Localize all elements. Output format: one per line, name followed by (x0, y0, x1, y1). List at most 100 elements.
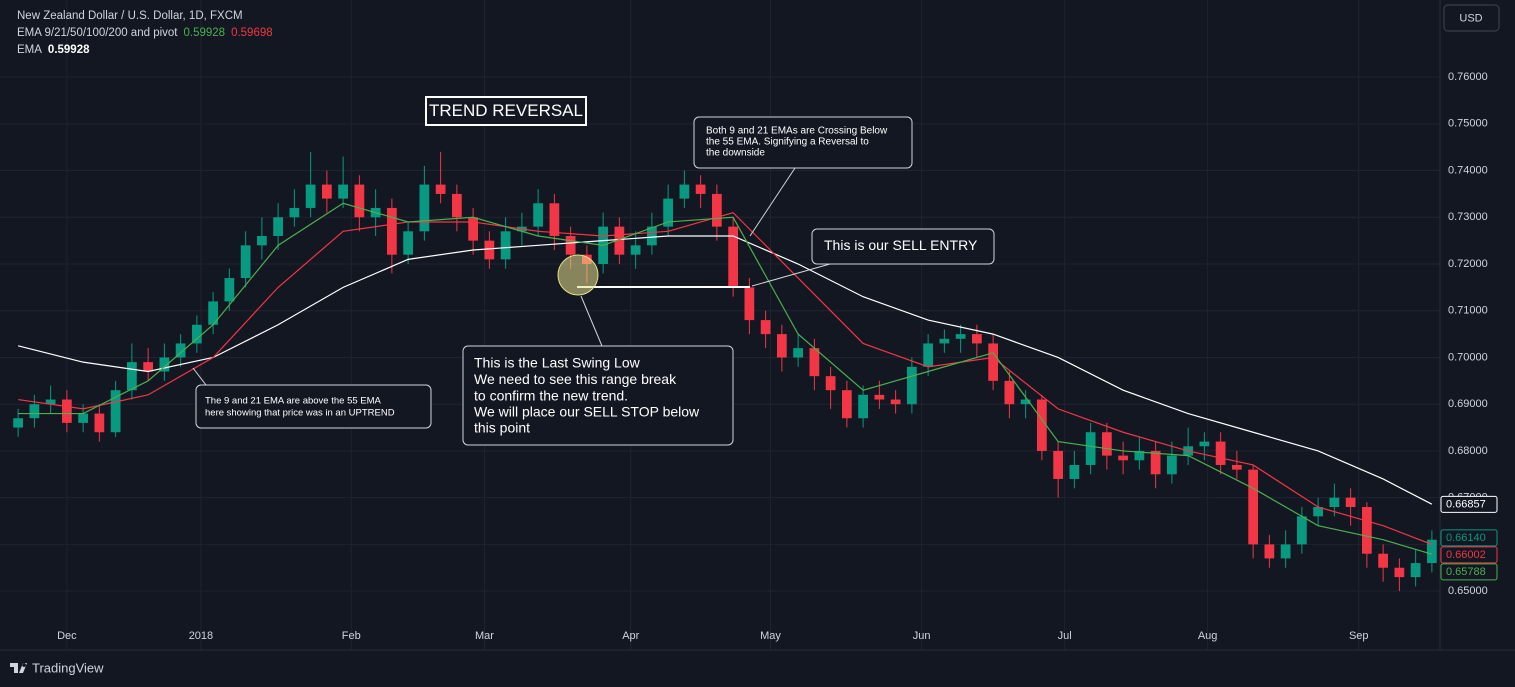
candle-body (1053, 450, 1063, 479)
candle-body (647, 226, 657, 246)
ema-line (18, 211, 1433, 545)
candle-body (1037, 399, 1047, 451)
candle-body (1215, 441, 1226, 465)
candle-body (760, 320, 771, 335)
candle-body (1297, 516, 1307, 545)
price-label: 0.66857 (1446, 498, 1486, 510)
y-tick-label: 0.68000 (1448, 445, 1488, 457)
candle-body (289, 207, 300, 218)
candle-body (1085, 432, 1096, 465)
note-text: This is our SELL ENTRY (824, 237, 978, 253)
candle-body (1118, 455, 1128, 461)
candle-body (809, 348, 820, 377)
candle-body (45, 399, 56, 405)
candle-body (224, 278, 235, 302)
price-label-box (1440, 495, 1498, 513)
candle-body (419, 184, 430, 232)
symbol: New Zealand Dollar / U.S. Dollar, 1D, FX… (17, 10, 243, 22)
candle-body (1313, 507, 1323, 517)
candle-body (955, 334, 966, 339)
candle-body (907, 366, 917, 405)
chart-background (0, 0, 1515, 655)
candle-body (923, 343, 933, 367)
candle-body (679, 184, 690, 199)
x-tick-label: Jun (913, 630, 931, 642)
note-text: This is the Last Swing Low (474, 355, 641, 371)
x-tick-label: Apr (622, 630, 639, 642)
note-text: We will place our SELL STOP below (474, 404, 700, 420)
indicator-label: EMA 0.59928 (17, 44, 90, 56)
indicator-name: EMA (17, 44, 42, 56)
price-label: 0.66002 (1446, 549, 1486, 561)
x-tick-label: Aug (1198, 630, 1218, 642)
title-box (425, 96, 587, 126)
swing-low-circle (557, 254, 599, 296)
candle-body (549, 203, 560, 236)
price-label: 0.66140 (1446, 532, 1486, 544)
y-tick-label: 0.69000 (1448, 398, 1488, 410)
candle-body (728, 226, 738, 288)
y-tick-label: 0.70000 (1448, 351, 1488, 363)
note-text: this point (474, 420, 530, 436)
candle-body (1020, 399, 1031, 405)
candle-body (435, 184, 446, 194)
indicator-label: EMA 9/21/50/100/200 and pivot 0.59928 0.59… (17, 27, 273, 39)
note-text: to confirm the new trend. (474, 388, 628, 404)
candle-body (257, 235, 267, 246)
candle-body (793, 348, 803, 358)
candle-body (1134, 450, 1145, 461)
candle-body (1232, 464, 1242, 470)
plot (13, 151, 1437, 592)
candle-body (1069, 464, 1080, 479)
price-label-box (1440, 563, 1498, 581)
candle-body (565, 235, 576, 255)
indicator-value: 0.59698 (231, 27, 273, 39)
x-tick-label: May (760, 630, 781, 642)
currency-label[interactable]: USD (1459, 12, 1482, 24)
pointer (580, 295, 603, 347)
candle-body (159, 357, 170, 372)
footer-bar (0, 655, 1515, 687)
currency-button[interactable] (1443, 4, 1500, 32)
candle-body (452, 193, 462, 218)
brand[interactable]: TradingView (32, 660, 104, 675)
candle-body (29, 404, 40, 419)
note-text: Both 9 and 21 EMAs are Crossing Below (706, 126, 888, 137)
candle-body (1329, 497, 1340, 508)
candle-body (1150, 450, 1161, 475)
x-tick-label: Sep (1349, 630, 1369, 642)
axes: 0.650000.660000.670000.680000.690000.700… (57, 71, 1498, 642)
candle-body (127, 362, 137, 391)
y-tick-label: 0.65000 (1448, 585, 1488, 597)
price-label-box (1440, 546, 1498, 564)
candle-body (240, 245, 251, 279)
note-text: the downside (706, 148, 765, 159)
candle-body (387, 207, 397, 255)
candle-body (175, 343, 186, 358)
pointer (749, 167, 796, 237)
candle-body (1264, 544, 1275, 559)
candle-body (62, 399, 72, 423)
x-tick-label: Mar (475, 630, 494, 642)
candle-body (1410, 563, 1421, 578)
candle-body (663, 198, 673, 227)
candle-body (858, 394, 868, 419)
note-box (811, 228, 995, 265)
candle-body (1378, 553, 1388, 568)
candle-body (695, 184, 706, 194)
candle-body (143, 362, 153, 372)
ema-line (17, 235, 1433, 505)
note-box (462, 345, 734, 446)
x-tick-label: Dec (57, 630, 77, 642)
candle-body (1427, 539, 1437, 564)
candle-body (939, 338, 950, 344)
candle-body (484, 240, 495, 260)
ema-line (18, 202, 1433, 555)
logo-icon[interactable] (10, 663, 27, 673)
note-box (693, 116, 913, 169)
y-tick-label: 0.76000 (1448, 71, 1488, 83)
candle-body (403, 231, 413, 255)
y-tick-label: 0.71000 (1448, 305, 1488, 317)
